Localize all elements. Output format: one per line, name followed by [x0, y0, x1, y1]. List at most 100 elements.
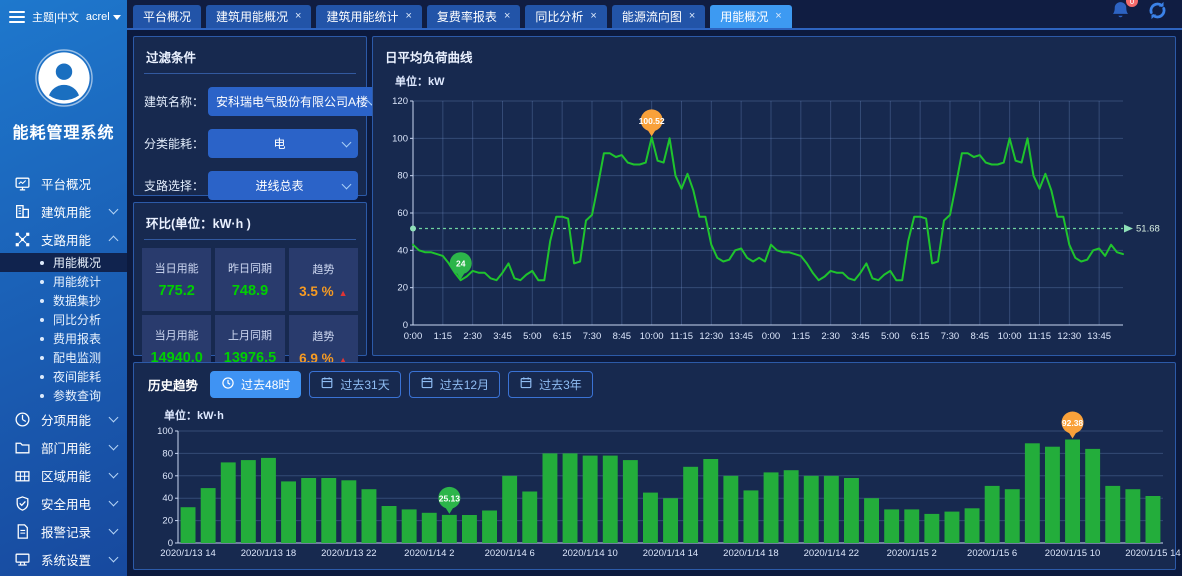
- bar: [563, 453, 578, 543]
- bar: [884, 509, 899, 543]
- svg-text:2:30: 2:30: [821, 331, 840, 342]
- close-icon[interactable]: ×: [775, 11, 781, 22]
- tab-label: 建筑用能概况: [216, 8, 288, 25]
- svg-text:12:30: 12:30: [699, 331, 723, 342]
- ratio-cell-趋势: 趋势3.5 %▲: [289, 248, 358, 311]
- daily-load-panel: 日平均负荷曲线 单位：kW 0:001:152:303:455:006:157:…: [372, 36, 1176, 356]
- tab-用能概况[interactable]: 用能概况 ×: [710, 5, 791, 28]
- tab-同比分析[interactable]: 同比分析 ×: [525, 5, 606, 28]
- folder-icon: [14, 439, 31, 456]
- bar: [321, 478, 336, 543]
- range-button-过去12月[interactable]: 过去12月: [409, 371, 500, 398]
- svg-text:24: 24: [456, 259, 466, 269]
- sidebar-item-报警记录[interactable]: 报警记录: [0, 517, 127, 545]
- line-chart-unit: 单位：kW: [395, 73, 445, 89]
- theme-language-label[interactable]: 主题|中文: [32, 9, 79, 25]
- sidebar-item-安全用电[interactable]: 安全用电: [0, 489, 127, 517]
- svg-text:2020/1/15 6: 2020/1/15 6: [967, 548, 1017, 559]
- bar: [643, 493, 658, 543]
- sidebar-menu: 平台概况建筑用能支路用能用能概况用能统计数据集抄同比分析费用报表配电监测夜间能耗…: [0, 169, 127, 573]
- tab-label: 平台概况: [143, 8, 191, 25]
- caret-down-icon: [113, 15, 121, 20]
- svg-text:2020/1/15 14: 2020/1/15 14: [1125, 548, 1180, 559]
- svg-text:40: 40: [162, 493, 173, 504]
- sidebar-subitem-label: 参数查询: [53, 387, 101, 404]
- sidebar-item-建筑用能[interactable]: 建筑用能: [0, 197, 127, 225]
- sidebar-item-区域用能[interactable]: 区域用能: [0, 461, 127, 489]
- sidebar-item-支路用能[interactable]: 支路用能: [0, 225, 127, 253]
- refresh-button[interactable]: [1147, 0, 1168, 26]
- clock-icon: [221, 376, 235, 393]
- filter-label: 支路选择：: [144, 177, 208, 194]
- sidebar-subitem-费用报表[interactable]: 费用报表: [0, 329, 127, 348]
- chevron-down-icon: [109, 469, 119, 479]
- svg-text:3:45: 3:45: [851, 331, 870, 342]
- ratio-panel-title: 环比(单位：kW·h ): [134, 203, 366, 239]
- building-select[interactable]: 安科瑞电气股份有限公司A楼: [208, 87, 383, 116]
- bar: [744, 490, 759, 543]
- range-button-过去48时[interactable]: 过去48时: [210, 371, 301, 398]
- svg-text:51.68: 51.68: [1136, 224, 1160, 235]
- trend-up-icon: ▲: [339, 288, 348, 298]
- sidebar-subitem-数据集抄[interactable]: 数据集抄: [0, 291, 127, 310]
- bar: [945, 512, 960, 543]
- user-menu[interactable]: acrel: [86, 11, 121, 23]
- notification-badge: 0: [1126, 0, 1138, 7]
- svg-text:2020/1/15 2: 2020/1/15 2: [887, 548, 937, 559]
- tab-平台概况[interactable]: 平台概况: [133, 5, 201, 28]
- menu-icon[interactable]: [9, 11, 25, 23]
- ratio-cell-label: 昨日同期: [228, 260, 272, 276]
- tab-label: 同比分析: [535, 8, 583, 25]
- bullet-icon: [40, 318, 44, 322]
- close-icon[interactable]: ×: [689, 11, 695, 22]
- range-button-label: 过去31天: [340, 376, 389, 393]
- circuit-select[interactable]: 进线总表: [208, 171, 358, 200]
- sidebar-subitem-用能统计[interactable]: 用能统计: [0, 272, 127, 291]
- range-button-过去31天[interactable]: 过去31天: [309, 371, 400, 398]
- sidebar-item-分项用能[interactable]: 分项用能: [0, 405, 127, 433]
- calendar-icon: [320, 376, 334, 393]
- sidebar-item-系统设置[interactable]: 系统设置: [0, 545, 127, 573]
- svg-text:0: 0: [403, 320, 408, 331]
- sidebar-subitem-夜间能耗[interactable]: 夜间能耗: [0, 367, 127, 386]
- close-icon[interactable]: ×: [504, 11, 510, 22]
- range-button-label: 过去3年: [539, 376, 582, 393]
- bar: [965, 508, 980, 543]
- bar: [804, 476, 819, 543]
- ratio-cell-当日用能: 当日用能775.2: [142, 248, 211, 311]
- sidebar-subitem-label: 同比分析: [53, 311, 101, 328]
- sidebar: 主题|中文 acrel 能耗管理系统 平台概况建筑用能支路用能用能概况用能统计数…: [0, 0, 127, 576]
- tab-label: 建筑用能统计: [326, 8, 398, 25]
- sidebar-subitem-label: 用能统计: [53, 273, 101, 290]
- close-icon[interactable]: ×: [405, 11, 411, 22]
- bullet-icon: [40, 375, 44, 379]
- sidebar-item-平台概况[interactable]: 平台概况: [0, 169, 127, 197]
- bar: [1045, 447, 1060, 543]
- history-trend-panel: 历史趋势 过去48时过去31天过去12月过去3年 单位：kW·h 0204060…: [133, 362, 1176, 570]
- svg-text:100: 100: [157, 426, 173, 437]
- close-icon[interactable]: ×: [295, 11, 301, 22]
- bullet-icon: [40, 299, 44, 303]
- tab-能源流向图[interactable]: 能源流向图×: [612, 5, 705, 28]
- bar: [663, 498, 678, 543]
- sidebar-subitem-同比分析[interactable]: 同比分析: [0, 310, 127, 329]
- svg-text:20: 20: [162, 516, 173, 527]
- tab-label: 用能概况: [720, 8, 768, 25]
- user-avatar-icon: [35, 49, 93, 107]
- sidebar-subitem-配电监测[interactable]: 配电监测: [0, 348, 127, 367]
- bar: [522, 492, 537, 544]
- tab-复费率报表[interactable]: 复费率报表×: [427, 5, 520, 28]
- tab-建筑用能概况[interactable]: 建筑用能概况 ×: [206, 5, 311, 28]
- energy-type-select[interactable]: 电: [208, 129, 358, 158]
- range-button-过去3年[interactable]: 过去3年: [508, 371, 593, 398]
- sidebar-subitem-用能概况[interactable]: 用能概况: [0, 253, 127, 272]
- close-icon[interactable]: ×: [590, 11, 596, 22]
- sidebar-subitem-label: 数据集抄: [53, 292, 101, 309]
- chevron-down-icon: [342, 137, 352, 147]
- notifications-button[interactable]: 0: [1110, 0, 1131, 26]
- ratio-cell-label: 上月同期: [228, 327, 272, 343]
- chevron-down-icon: [109, 525, 119, 535]
- sidebar-item-部门用能[interactable]: 部门用能: [0, 433, 127, 461]
- tab-建筑用能统计[interactable]: 建筑用能统计 ×: [316, 5, 421, 28]
- sidebar-subitem-参数查询[interactable]: 参数查询: [0, 386, 127, 405]
